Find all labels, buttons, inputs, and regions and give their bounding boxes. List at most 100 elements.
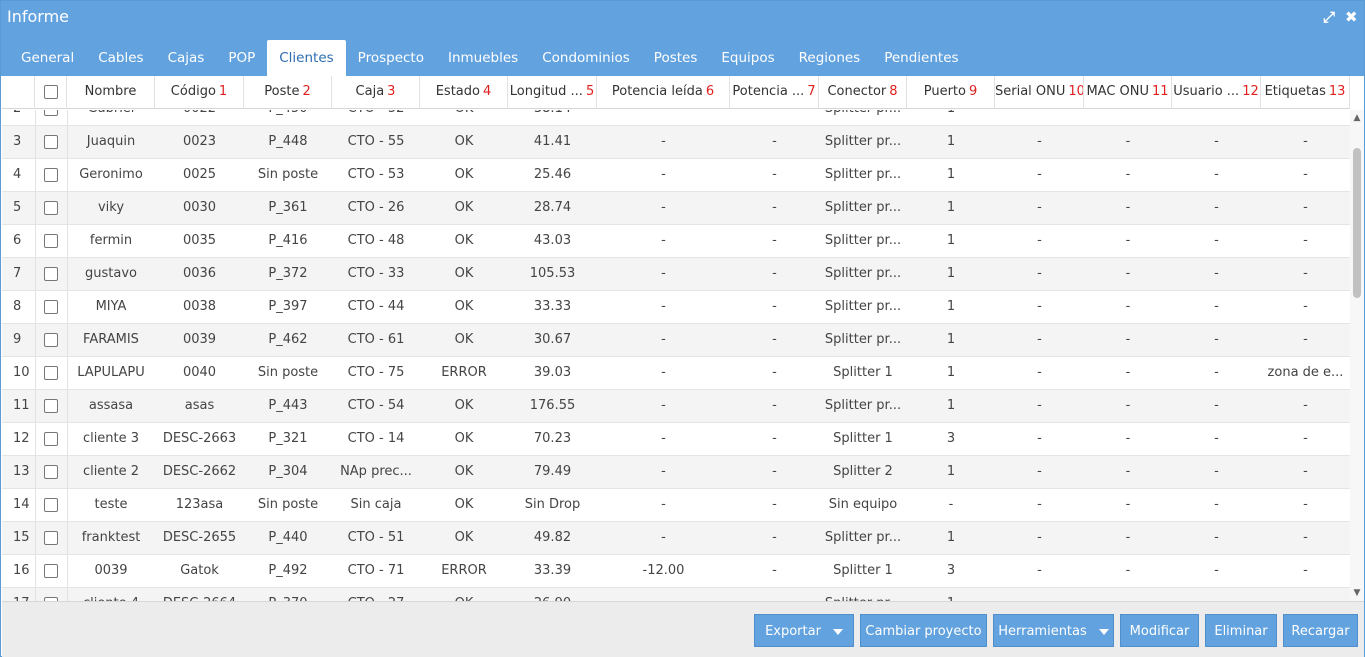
change-project-button[interactable]: Cambiar proyecto	[860, 614, 987, 647]
row-checkbox[interactable]	[44, 398, 58, 413]
table-row[interactable]: 7 gustavo 0036 P_372 CTO - 33 OK 105.53 - - Split…	[2, 258, 1350, 291]
table-row[interactable]: 15 franktest DESC-2655 P_440 CTO - 51 OK 49.82…	[2, 522, 1350, 555]
table-cell: -	[1214, 398, 1219, 413]
row-checkbox[interactable]	[44, 266, 58, 281]
table-cell: ERROR	[441, 563, 487, 578]
table-row[interactable]: 6 fermin 0035 P_416 CTO - 48 OK 43.03 - - Splitte…	[2, 225, 1350, 258]
select-all-cell	[35, 76, 67, 109]
table-cell: Geronimo	[79, 167, 143, 182]
row-checkbox[interactable]	[44, 431, 58, 446]
scroll-up-icon[interactable]: ▲	[1353, 113, 1361, 123]
table-row[interactable]: 5 viky 0030 P_361 CTO - 26 OK 28.74 - - Splitter …	[2, 192, 1350, 225]
column-header[interactable]: Estado 4	[420, 76, 508, 109]
table-cell: -	[1084, 110, 1172, 125]
table-row[interactable]: 12 cliente 3 DESC-2663 P_321 CTO - 14 OK 70.23…	[2, 423, 1350, 456]
table-row[interactable]: 9 FARAMIS 0039 P_462 CTO - 61 OK 30.67 - - Splitt…	[2, 324, 1350, 357]
table-row[interactable]: 8 MIYA 0038 P_397 CTO - 44 OK 33.33 - - Splitter …	[2, 291, 1350, 324]
column-header[interactable]: Longitud ... 5	[508, 76, 597, 109]
table-row[interactable]: 2Gabriel0022P_450CTO - 52OK38.14--Splitt…	[2, 110, 1350, 126]
tab-cajas[interactable]: Cajas	[167, 50, 205, 66]
row-checkbox[interactable]	[44, 110, 58, 116]
row-checkbox[interactable]	[44, 497, 58, 512]
select-all-checkbox[interactable]	[43, 84, 58, 99]
scrollbar-thumb[interactable]	[1353, 148, 1361, 298]
table-cell: -	[1125, 167, 1131, 182]
table-cell: -	[1261, 588, 1350, 601]
table-row[interactable]: 14 teste 123asa Sin poste Sin caja OK Sin Drop…	[2, 489, 1350, 522]
tab-pendientes[interactable]: Pendientes	[884, 50, 959, 66]
tab-equipos[interactable]: Equipos	[721, 50, 775, 66]
export-button[interactable]: Exportar	[754, 614, 854, 647]
tab-condominios[interactable]: Condominios	[542, 50, 630, 66]
row-checkbox[interactable]	[44, 530, 58, 545]
table-row[interactable]: 3 Juaquin 0023 P_448 CTO - 55 OK 41.41 - - Splitt…	[2, 126, 1350, 159]
row-checkbox[interactable]	[44, 332, 58, 347]
tab-bar: General Cables Cajas POP Clientes Prospecto In…	[1, 40, 971, 76]
column-divider	[67, 258, 68, 290]
table-cell: 70.23	[533, 431, 572, 446]
tab-regiones[interactable]: Regiones	[798, 50, 861, 66]
table-cell: -	[772, 233, 777, 248]
table-row[interactable]: 11 assasa asas P_443 CTO - 54 OK 176.55 - - Split…	[2, 390, 1350, 423]
row-number-header	[2, 76, 35, 109]
vertical-scrollbar[interactable]: ▲ ▼	[1350, 110, 1364, 601]
table-row[interactable]: 10 LAPULAPU 0040 Sin poste CTO - 75 ERROR 39.0…	[2, 357, 1350, 390]
scroll-down-icon[interactable]: ▼	[1353, 588, 1361, 598]
column-header[interactable]: Serial ONU 10	[995, 76, 1084, 109]
table-body[interactable]: 2Gabriel0022P_450CTO - 52OK38.14--Splitt…	[2, 110, 1350, 601]
table-row[interactable]: 16 0039 Gatok P_492 CTO - 71 ERROR 33.39 -12.00…	[2, 555, 1350, 588]
table-cell: -	[772, 167, 777, 182]
restore-icon[interactable]: ⤢	[1323, 8, 1336, 26]
reload-button[interactable]: Recargar	[1283, 614, 1358, 647]
row-number: 2	[2, 110, 35, 125]
row-checkbox[interactable]	[44, 365, 58, 380]
column-header[interactable]: Conector 8	[819, 76, 907, 109]
row-checkbox[interactable]	[44, 596, 58, 601]
table-cell: -	[1037, 497, 1042, 512]
table-cell: OK	[454, 530, 474, 545]
row-number: 13	[13, 464, 30, 479]
table-cell: Splitter pr...	[824, 266, 902, 281]
tools-button[interactable]: Herramientas	[993, 614, 1114, 647]
tab-inmuebles[interactable]: Inmuebles	[447, 50, 519, 66]
row-checkbox[interactable]	[44, 200, 58, 215]
row-checkbox[interactable]	[44, 464, 58, 479]
tab-pop[interactable]: POP	[228, 50, 256, 66]
column-header[interactable]: Etiquetas 13	[1261, 76, 1350, 109]
delete-button[interactable]: Eliminar	[1205, 614, 1277, 647]
column-header[interactable]: Poste 2	[244, 76, 332, 109]
tab-prospecto[interactable]: Prospecto	[357, 50, 424, 66]
column-header[interactable]: Usuario ... 12	[1172, 76, 1261, 109]
column-header[interactable]: Puerto 9	[907, 76, 995, 109]
column-header[interactable]: Caja 3	[332, 76, 420, 109]
tab-clientes[interactable]: Clientes	[267, 40, 346, 76]
column-header[interactable]: MAC ONU 11	[1084, 76, 1172, 109]
table-cell: -	[597, 588, 730, 601]
table-cell: -	[1214, 167, 1219, 182]
column-header[interactable]: Potencia ... 7	[730, 76, 819, 109]
column-header[interactable]: Potencia leída 6	[597, 76, 730, 109]
table-cell: -	[995, 588, 1084, 601]
close-icon[interactable]: ✖	[1345, 8, 1358, 26]
table-row[interactable]: 13 cliente 2 DESC-2662 P_304 NAp prec... OK 79…	[2, 456, 1350, 489]
column-divider	[35, 258, 36, 290]
table-cell: Splitter pr...	[824, 530, 902, 545]
modify-button[interactable]: Modificar	[1120, 614, 1199, 647]
row-checkbox[interactable]	[44, 233, 58, 248]
column-header[interactable]: Nombre	[67, 76, 155, 109]
column-header[interactable]: Código 1	[155, 76, 244, 109]
table-cell: -	[1214, 233, 1219, 248]
table-row[interactable]: 17 cliente 4DESC-2664P_370CTO - 27OK26.90…	[2, 588, 1350, 601]
tab-cables[interactable]: Cables	[98, 50, 144, 66]
row-checkbox[interactable]	[44, 167, 58, 182]
row-checkbox[interactable]	[44, 134, 58, 149]
table-cell: -	[1172, 110, 1261, 125]
row-checkbox[interactable]	[44, 299, 58, 314]
tab-general[interactable]: General	[21, 50, 75, 66]
table-cell: -	[1125, 464, 1131, 479]
row-checkbox[interactable]	[44, 563, 58, 578]
tab-postes[interactable]: Postes	[653, 50, 698, 66]
table-cell: 0039	[182, 332, 217, 347]
table-cell: -	[1084, 588, 1172, 601]
table-row[interactable]: 4 Geronimo 0025 Sin poste CTO - 53 OK 25.46 - - S…	[2, 159, 1350, 192]
